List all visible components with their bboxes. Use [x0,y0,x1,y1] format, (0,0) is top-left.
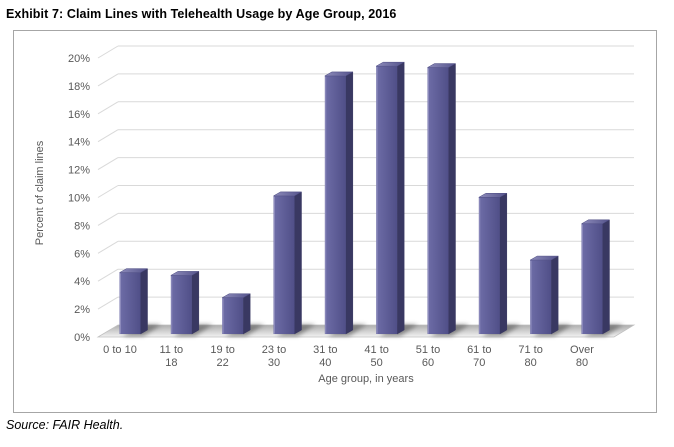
bar-front-face [530,260,552,334]
y-tick-label: 18% [68,81,90,93]
x-tick-label: Over [570,344,594,356]
x-tick-label: 60 [422,357,434,369]
x-tick-label: 80 [525,357,537,369]
gridline-diagonal [97,73,119,87]
y-tick-label: 14% [68,137,90,149]
bar-top-face [118,268,149,273]
x-tick-label: 61 to [467,344,491,356]
x-tick-label: 0 to 10 [103,344,137,356]
bar-top-face [169,271,200,276]
y-tick-label: 4% [74,276,90,288]
x-tick-label: 71 to [518,344,542,356]
y-tick-label: 2% [74,304,90,316]
bar-over-80 [580,219,611,335]
x-tick-label: 23 to [262,344,286,356]
gridline-diagonal [97,296,119,310]
bar-top-face [426,63,457,68]
gridline-diagonal [97,129,119,143]
y-tick-label: 6% [74,248,90,260]
gridline-diagonal [97,185,119,198]
bar-top-face [272,191,303,197]
bar-front-face [376,66,398,334]
bar-front-face [273,195,295,334]
bar-0-to-10 [118,268,149,335]
bar-11-to-18 [169,270,200,335]
y-tick-label: 0% [74,332,90,344]
y-axis-title: Percent of claim lines [34,140,46,245]
bar-side-face [499,192,508,335]
bar-top-face [529,255,560,261]
gridline-diagonal [97,157,119,171]
bar-top-face [580,219,611,225]
bar-51-to-60 [426,63,457,335]
x-tick-label: 70 [473,357,485,369]
bar-23-to-30 [272,191,303,335]
chart-plot-frame: 0% 2% 4% 6% 8% 10% 12% 14% 16% 18% 20% 0 to 10 11 to… [13,30,657,413]
bar-side-face [242,293,251,335]
bar-front-face [478,197,500,334]
x-tick-label: 51 to [416,344,440,356]
bar-top-face [477,193,508,198]
gridline-diagonal [97,268,119,282]
bar-side-face [396,61,405,335]
x-tick-label: 19 to [210,344,234,356]
x-tick-label: 40 [319,357,331,369]
bar-front-face [581,223,603,334]
chart-canvas: 0% 2% 4% 6% 8% 10% 12% 14% 16% 18% 20% 0 to 10 11 to… [34,45,636,385]
x-tick-label: 30 [268,357,280,369]
bar-side-face [294,191,302,335]
bar-top-face [375,61,406,67]
bar-side-face [345,71,354,335]
bar-front-face [119,272,141,334]
y-tick-label: 10% [68,193,90,205]
bar-31-to-40 [323,71,354,335]
bar-top-face [323,71,354,77]
x-tick-label: 41 to [364,344,388,356]
bar-side-face [448,63,456,335]
bar-41-to-50 [375,61,406,335]
bar-61-to-70 [477,192,508,335]
bar-side-face [140,268,148,335]
bar-71-to-80 [529,255,560,335]
x-tick-label: 18 [165,357,177,369]
bar-front-face [222,297,244,334]
bar-side-face [602,219,610,335]
source-note: Source: FAIR Health. [6,418,124,432]
chart-title: Exhibit 7: Claim Lines with Telehealth U… [6,7,397,21]
x-tick-label: 50 [371,357,383,369]
y-tick-label: 8% [74,220,90,232]
x-tick-label: 31 to [313,344,337,356]
y-tick-label: 16% [68,109,90,121]
bar-front-face [170,275,192,334]
x-tick-label: 80 [576,357,588,369]
x-tick-label: 22 [217,357,229,369]
x-tick-label: 11 to [160,344,184,356]
x-axis-title: Age group, in years [318,373,414,385]
y-tick-label: 20% [68,53,90,65]
bar-side-face [550,255,559,335]
gridline-diagonal [97,101,119,115]
bar-front-face [324,75,346,335]
bar-19-to-22 [221,293,252,335]
gridline-diagonal [97,45,119,59]
gridline-diagonal [97,240,119,254]
bar-side-face [191,270,200,335]
bar-top-face [221,293,252,298]
bar-front-face [427,67,449,335]
gridline-diagonal [97,212,119,226]
y-tick-label: 12% [68,165,90,177]
